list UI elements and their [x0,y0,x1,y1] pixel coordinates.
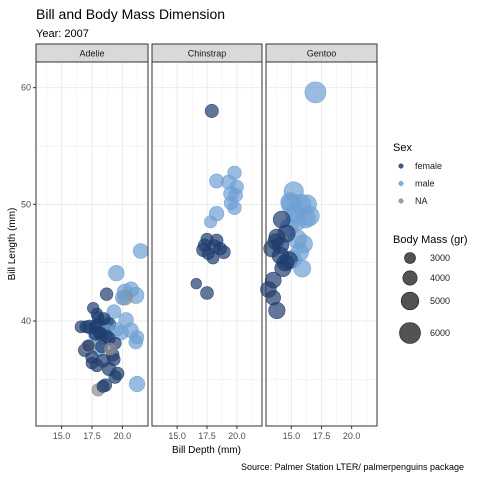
data-point [109,265,125,281]
data-point [109,371,122,384]
color-legend-key [399,199,404,204]
data-point [205,104,218,117]
data-point [104,343,116,355]
x-tick-label: 20.0 [343,431,361,441]
size-legend-key [403,271,417,285]
data-point [230,180,243,193]
data-point [87,302,99,314]
data-point [273,211,290,228]
data-point [108,353,121,366]
x-tick-label: 17.5 [83,431,101,441]
data-point [201,233,213,245]
x-tick-label: 20.0 [114,431,132,441]
data-point [100,288,113,301]
data-point [93,327,105,339]
facet-strip-label: Gentoo [307,49,337,59]
data-point [75,321,87,333]
data-point [86,357,98,369]
size-legend-label: 5000 [430,296,450,306]
data-point [294,260,311,277]
data-point [191,278,202,289]
y-tick-label: 60 [21,83,31,93]
y-axis-title: Bill Length (mm) [7,208,18,281]
x-tick-label: 15.0 [53,431,71,441]
x-tick-label: 15.0 [283,431,301,441]
y-tick-label: 50 [21,199,31,209]
color-legend-label: NA [415,196,428,206]
facet-panel-adelie: Adelie 15.0 17.5 20.0 [36,44,148,441]
data-point [204,216,216,228]
x-axis-title: Bill Depth (mm) [172,445,241,456]
y-tick-label: 40 [21,316,31,326]
size-legend-key [400,323,421,344]
facet-panel-gentoo: Gentoo 15.0 17.5 20.0 [260,44,377,441]
x-tick-label: 15.0 [168,431,186,441]
data-point [305,82,326,103]
size-legend-key [405,253,416,264]
data-point [266,290,281,305]
color-legend-key [399,164,404,169]
data-point [83,340,95,352]
size-legend-label: 3000 [430,253,450,263]
x-tick-label: 17.5 [313,431,331,441]
size-legend-label: 6000 [430,328,450,338]
data-point [281,193,300,212]
size-legend-label: 4000 [430,273,450,283]
color-legend-label: female [415,161,442,171]
facet-strip-label: Chinstrap [188,49,227,59]
data-point [268,234,284,250]
data-point [201,287,214,300]
size-legend-title: Body Mass (gr) [393,234,468,246]
size-legend-key [401,292,419,310]
data-point [115,291,129,305]
facet-strip-label: Adelie [79,49,104,59]
data-point [207,252,219,264]
data-point [130,331,144,345]
color-legend-title: Sex [393,142,412,154]
color-legend-key [399,181,404,186]
data-point [97,380,109,392]
color-legend-label: male [415,179,435,189]
data-point [133,244,148,259]
data-point [228,166,242,180]
data-point [224,196,238,210]
data-point [129,376,145,392]
x-tick-label: 20.0 [228,431,246,441]
facet-panel-chinstrap: Chinstrap 15.0 17.5 20.0 [152,44,262,441]
data-point [298,195,317,214]
x-tick-label: 17.5 [198,431,216,441]
